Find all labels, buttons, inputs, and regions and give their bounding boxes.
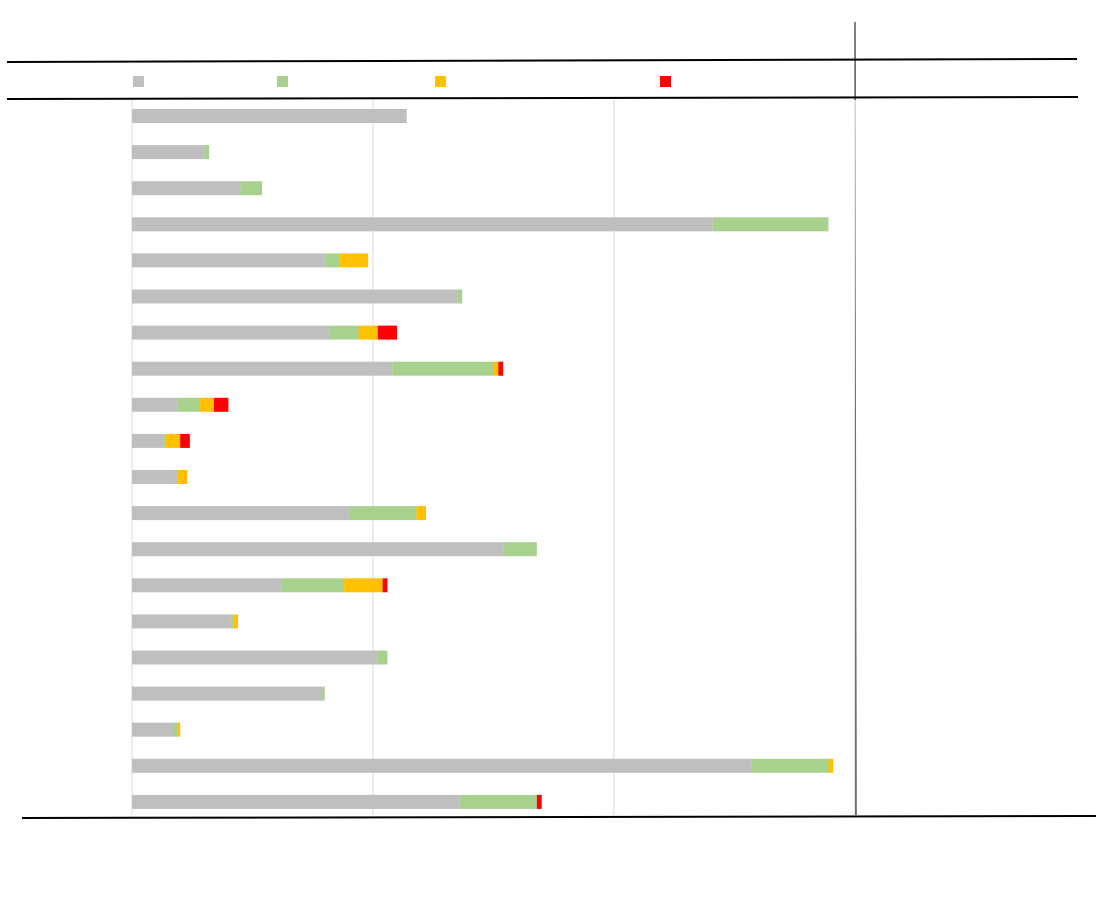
bar-segment-series_1 — [132, 650, 378, 665]
bar-segment-series_2 — [324, 253, 340, 268]
bar-segment-series_1 — [132, 614, 231, 629]
bar-segment-series_1 — [132, 109, 407, 123]
bar-segment-series_1 — [132, 470, 178, 484]
bar-segment-series_1 — [132, 794, 460, 809]
bar-segment-series_1 — [132, 722, 173, 737]
bar-segment-series_2 — [172, 722, 178, 737]
bar-segment-series_3 — [199, 397, 214, 412]
legend-swatch-series_1 — [133, 76, 144, 87]
bar-segment-series_2 — [712, 217, 829, 232]
bar-segment-series_2 — [377, 650, 388, 665]
bar-segment-series_1 — [132, 289, 458, 304]
bar-segment-series_3 — [828, 758, 834, 773]
bar-segment-series_4 — [382, 578, 388, 593]
bar-segment-series_3 — [233, 614, 239, 629]
legend-swatch-series_2 — [277, 76, 288, 87]
bar-segment-series_3 — [493, 361, 499, 376]
bar-segment-series_1 — [132, 506, 349, 521]
header-top-rule — [6, 58, 1078, 63]
legend-swatch-series_4 — [660, 76, 671, 87]
bar-segment-series_2 — [322, 686, 325, 701]
bar-segment-series_2 — [457, 289, 463, 304]
bar-segment-series_2 — [177, 397, 200, 412]
bar-segment-series_1 — [132, 686, 323, 701]
bar-segment-series_1 — [132, 578, 282, 593]
bar-segment-series_1 — [132, 361, 393, 376]
bar-segment-series_3 — [344, 578, 383, 593]
bar-segment-series_1 — [132, 253, 325, 268]
bar-segment-series_1 — [132, 181, 241, 196]
legend-swatch-series_3 — [435, 76, 446, 87]
bar-segment-series_2 — [392, 361, 494, 376]
footer-rule — [21, 815, 1097, 819]
bar-segment-series_2 — [281, 578, 345, 593]
bar-segment-series_4 — [536, 794, 542, 809]
bar-segment-series_1 — [132, 145, 205, 160]
bar-segment-series_2 — [230, 614, 234, 629]
bar-segment-series_1 — [132, 433, 164, 448]
bar-segment-series_4 — [498, 361, 504, 376]
bar-segment-series_2 — [163, 433, 166, 448]
bar-segment-series_3 — [177, 722, 181, 737]
bar-segment-series_3 — [177, 470, 188, 484]
bar-segment-series_3 — [339, 253, 369, 268]
bar-segment-series_2 — [240, 181, 263, 196]
bar-segment-series_3 — [358, 325, 378, 340]
bar-segment-series_2 — [751, 758, 829, 773]
bar-segment-series_2 — [503, 542, 537, 557]
bar-segment-series_2 — [204, 145, 210, 160]
bar-segment-series_4 — [213, 397, 229, 412]
bar-segment-series_1 — [132, 397, 178, 412]
bar-segment-series_4 — [377, 325, 398, 340]
bar-segment-series_1 — [132, 758, 752, 773]
bar-segment-series_1 — [132, 325, 330, 340]
bar-segment-series_3 — [416, 506, 427, 521]
bar-segment-series_1 — [132, 217, 713, 232]
bar-segment-series_2 — [459, 794, 537, 809]
bar-segment-series_2 — [348, 506, 417, 521]
bar-segment-series_1 — [132, 542, 504, 557]
header-bottom-rule — [6, 96, 1079, 100]
bar-segment-series_4 — [180, 433, 190, 448]
bar-segment-series_2 — [329, 325, 359, 340]
bar-segment-series_3 — [165, 433, 181, 448]
